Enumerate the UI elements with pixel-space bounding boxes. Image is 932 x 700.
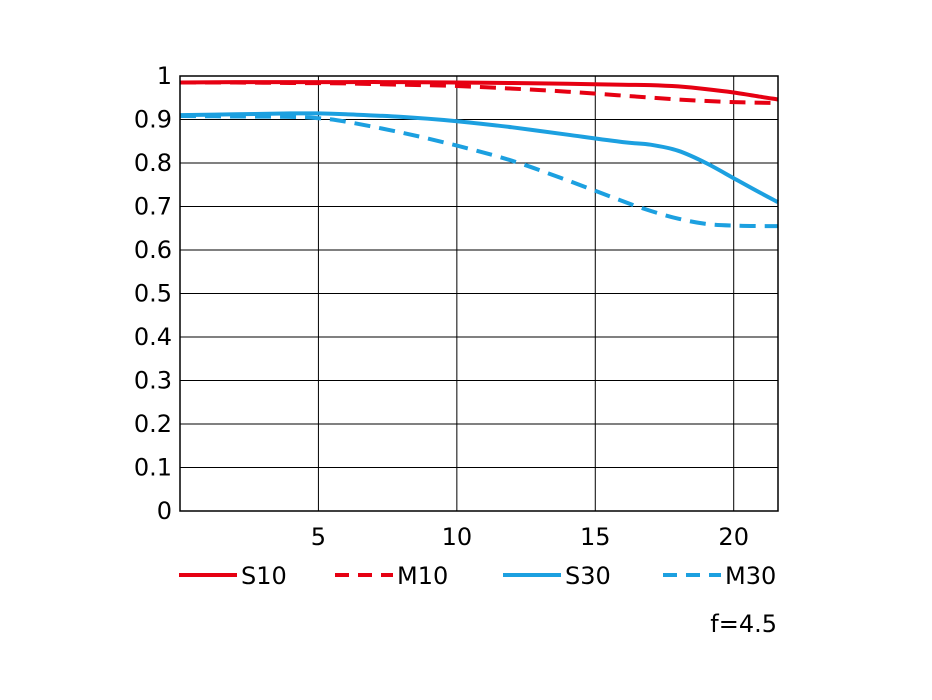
series-line-s10 xyxy=(179,80,779,102)
legend: S10 M10 S30 M30 xyxy=(179,562,776,590)
y-tick-label: 1 xyxy=(157,62,172,90)
y-tick-label: 0 xyxy=(157,497,172,525)
aperture-note: f=4.5 xyxy=(710,610,777,638)
y-tick-label: 0.2 xyxy=(134,410,172,438)
y-axis-tick-labels: 0 0.1 0.2 0.3 0.4 0.5 0.6 0.7 0.8 0.9 1 xyxy=(134,62,172,525)
y-tick-label: 0.8 xyxy=(134,149,172,177)
y-tick-label: 0.3 xyxy=(134,367,172,395)
y-tick-label: 0.4 xyxy=(134,323,172,351)
legend-label-s30: S30 xyxy=(565,562,611,590)
plot-frame xyxy=(179,75,779,512)
series-line-s30 xyxy=(179,111,779,204)
x-axis-tick-labels: 5 10 15 20 xyxy=(311,523,749,551)
series-lines xyxy=(179,80,779,229)
y-tick-label: 0.7 xyxy=(134,193,172,221)
y-tick-label: 0.9 xyxy=(134,106,172,134)
x-tick-label: 5 xyxy=(311,523,326,551)
x-tick-label: 15 xyxy=(580,523,611,551)
y-tick-label: 0.1 xyxy=(134,454,172,482)
x-tick-label: 10 xyxy=(442,523,473,551)
legend-label-m30: M30 xyxy=(725,562,776,590)
x-tick-label: 20 xyxy=(718,523,749,551)
legend-label-m10: M10 xyxy=(397,562,448,590)
series-line-m30 xyxy=(179,114,778,229)
y-tick-label: 0.6 xyxy=(134,236,172,264)
y-tick-label: 0.5 xyxy=(134,280,172,308)
legend-label-s10: S10 xyxy=(241,562,287,590)
